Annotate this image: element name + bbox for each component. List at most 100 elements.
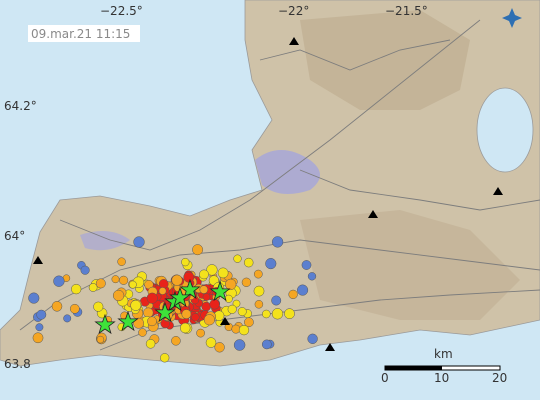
earthquake xyxy=(244,317,254,328)
earthquake xyxy=(130,299,142,311)
earthquake xyxy=(233,339,246,351)
earthquakes xyxy=(28,236,318,363)
earthquake xyxy=(53,275,65,287)
scale-bar xyxy=(384,365,501,371)
earthquake xyxy=(196,328,205,338)
earthquake xyxy=(35,323,44,332)
north-arrow xyxy=(502,8,522,28)
earthquake xyxy=(146,292,158,304)
earthquake xyxy=(192,244,204,256)
longitude-label: −22.5° xyxy=(100,4,143,18)
earthquake xyxy=(28,292,40,304)
earthquake xyxy=(224,294,233,303)
earthquake xyxy=(93,301,104,312)
earthquake xyxy=(179,322,191,334)
large-earthquake xyxy=(117,310,139,332)
earthquake xyxy=(217,267,229,279)
earthquake xyxy=(63,314,72,323)
timestamp: 09.mar.21 11:15 xyxy=(31,27,130,41)
scale-tick: 10 xyxy=(434,371,449,385)
earthquake xyxy=(301,260,312,270)
longitude-label: −21.5° xyxy=(385,4,428,18)
large-earthquake xyxy=(179,278,201,300)
earthquake xyxy=(133,236,145,248)
earthquake xyxy=(253,269,263,279)
earthquake xyxy=(203,314,215,326)
earthquake xyxy=(241,277,252,287)
earthquake xyxy=(307,272,317,281)
earthquake xyxy=(253,285,265,297)
earthquake xyxy=(227,304,237,314)
scale-tick: 0 xyxy=(381,371,389,385)
earthquake xyxy=(202,293,211,301)
lake xyxy=(476,87,534,173)
earthquake xyxy=(199,269,209,280)
earthquake xyxy=(51,301,63,312)
earthquake xyxy=(133,317,145,329)
earthquake xyxy=(297,284,309,296)
earthquake xyxy=(160,353,170,363)
earthquake xyxy=(233,254,242,263)
earthquake xyxy=(158,287,167,295)
earthquake xyxy=(214,342,225,353)
earthquake xyxy=(80,265,90,275)
earthquake xyxy=(199,285,209,294)
earthquake xyxy=(117,257,126,266)
earthquake xyxy=(284,308,295,320)
earthquake xyxy=(231,324,241,334)
urban-area xyxy=(80,231,130,251)
latitude-label: 63.8 xyxy=(4,357,31,371)
earthquake xyxy=(271,236,284,248)
earthquake xyxy=(32,332,44,344)
earthquake xyxy=(265,258,277,270)
earthquake xyxy=(288,289,298,300)
earthquake xyxy=(71,283,82,295)
earthquake xyxy=(88,283,98,292)
earthquake xyxy=(111,275,120,284)
land-highlands xyxy=(300,210,520,320)
earthquake xyxy=(191,313,200,322)
earthquake xyxy=(238,324,250,336)
earthquake xyxy=(262,309,271,319)
earthquake xyxy=(307,333,318,344)
latitude-label: 64° xyxy=(4,229,25,243)
earthquake xyxy=(237,307,247,317)
earthquake xyxy=(119,275,129,285)
earthquake xyxy=(243,257,254,268)
earthquake xyxy=(171,274,183,286)
earthquake xyxy=(143,307,154,318)
land-highlands xyxy=(300,10,470,110)
earthquake xyxy=(271,295,282,306)
earthquake xyxy=(201,301,211,312)
latitude-label: 64.2° xyxy=(4,99,37,113)
timestamp-box xyxy=(28,25,140,42)
large-earthquake xyxy=(169,286,191,308)
earthquake xyxy=(271,308,284,320)
earthquake xyxy=(232,299,241,308)
scale-tick: 20 xyxy=(492,371,507,385)
scale-unit: km xyxy=(434,347,453,361)
earthquake xyxy=(95,278,106,289)
large-earthquake xyxy=(94,313,116,335)
earthquake xyxy=(225,278,237,291)
earthquake xyxy=(147,316,157,327)
earthquake xyxy=(183,271,195,283)
earthquake xyxy=(96,335,105,344)
large-earthquake xyxy=(209,280,231,302)
earthquake xyxy=(206,264,218,276)
earthquake xyxy=(145,339,156,349)
earthquake xyxy=(138,328,147,337)
large-earthquake xyxy=(154,301,176,323)
earthquake xyxy=(36,309,47,320)
longitude-label: −22° xyxy=(278,4,309,18)
earthquake xyxy=(205,337,217,348)
earthquake xyxy=(128,280,137,289)
earthquake xyxy=(69,303,80,314)
earthquake xyxy=(181,309,192,319)
earthquake xyxy=(261,339,272,350)
earthquake xyxy=(171,336,181,346)
earthquake xyxy=(181,257,190,267)
earthquake xyxy=(209,299,220,310)
earthquake xyxy=(112,289,125,302)
